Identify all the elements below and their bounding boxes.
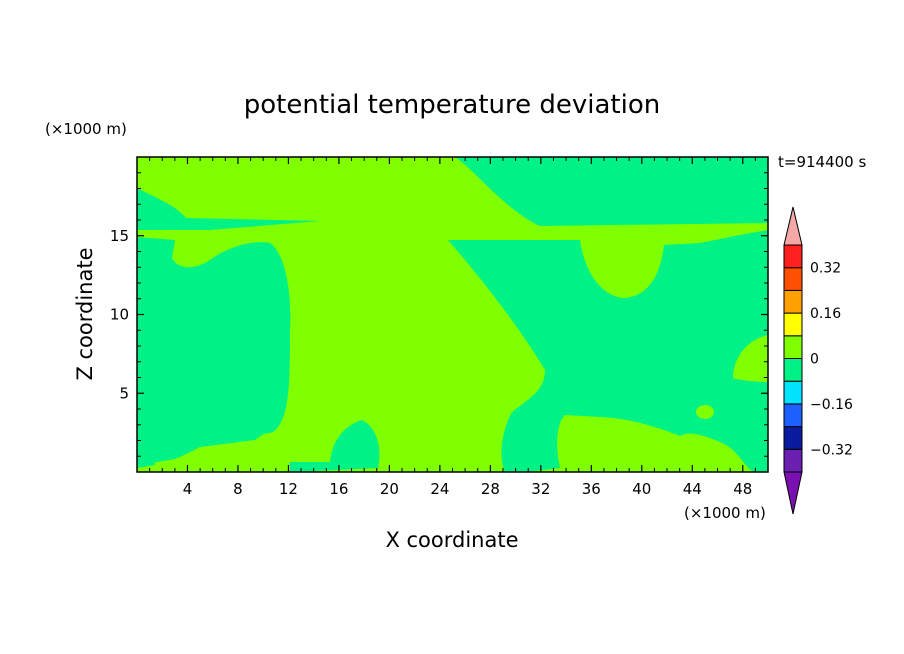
- colorbar: −0.32 −0.16 0 0.16 0.32: [783, 206, 853, 515]
- contour-region-negative: [290, 420, 380, 472]
- colorbar-band: [783, 312, 803, 337]
- y-tick-label: 15: [110, 227, 129, 245]
- contour-region-negative: [137, 237, 291, 435]
- x-tick-label: 40: [632, 480, 651, 498]
- x-axis: 4 8 12 16 20 24 28 32 36 40 44 48: [149, 157, 756, 498]
- z-unit-label: (×1000 m): [45, 120, 127, 138]
- colorbar-band: [783, 448, 803, 473]
- colorbar-band: [783, 267, 803, 291]
- colorbar-band: [783, 335, 803, 359]
- contour-region-negative: [137, 221, 320, 230]
- x-axis-label: X coordinate: [385, 528, 518, 552]
- x-tick-label: 24: [430, 480, 449, 498]
- x-tick-label: 36: [582, 480, 601, 498]
- contour-region-negative: [448, 230, 768, 472]
- x-tick-label: 8: [233, 480, 243, 498]
- x-unit-label: (×1000 m): [684, 504, 766, 522]
- colorbar-tick-label: −0.16: [810, 397, 853, 413]
- colorbar-band: [783, 380, 803, 405]
- colorbar-band: [783, 244, 803, 269]
- x-tick-label: 12: [279, 480, 298, 498]
- chart-title: potential temperature deviation: [244, 90, 660, 120]
- colorbar-band: [783, 358, 803, 382]
- x-tick-label: 16: [329, 480, 348, 498]
- x-tick-label: 20: [380, 480, 399, 498]
- y-axis-label: Z coordinate: [73, 247, 97, 380]
- y-tick-label: 10: [110, 306, 129, 324]
- y-tick-label: 5: [119, 384, 129, 402]
- contour-region-negative: [137, 353, 265, 465]
- colorbar-extend-high: [783, 206, 803, 246]
- x-tick-label: 48: [733, 480, 752, 498]
- x-tick-label: 44: [683, 480, 702, 498]
- colorbar-tick-label: 0.16: [810, 306, 841, 322]
- x-tick-label: 28: [481, 480, 500, 498]
- colorbar-tick-label: 0: [810, 352, 819, 368]
- colorbar-extend-low: [783, 471, 803, 515]
- y-axis: 5 10 15: [110, 172, 768, 457]
- contour-region-negative: [137, 188, 320, 221]
- contour-region-positive: [696, 405, 714, 419]
- colorbar-band: [783, 403, 803, 428]
- colorbar-band: [783, 426, 803, 450]
- x-tick-label: 4: [183, 480, 193, 498]
- time-label: t=914400 s: [778, 153, 866, 171]
- contour-region-negative: [455, 157, 768, 226]
- colorbar-band: [783, 289, 803, 314]
- x-tick-label: 32: [531, 480, 550, 498]
- contour-region-negative: [137, 440, 155, 468]
- contour-field: [137, 157, 768, 472]
- colorbar-tick-label: 0.32: [810, 261, 841, 277]
- colorbar-tick-label: −0.32: [810, 442, 853, 458]
